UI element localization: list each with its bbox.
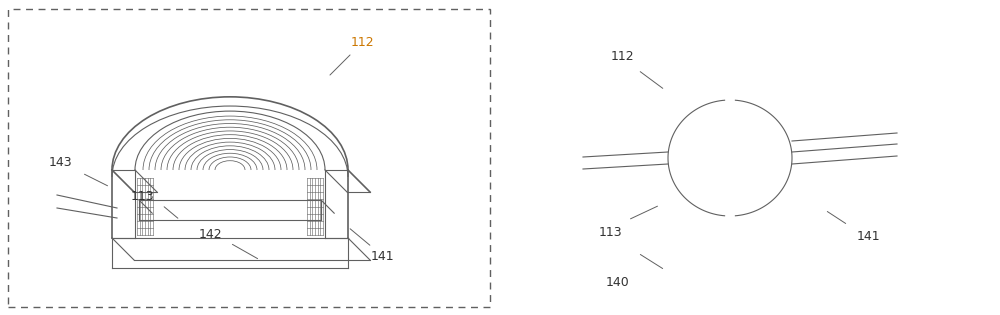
Text: 141: 141 bbox=[856, 231, 880, 243]
Text: 113: 113 bbox=[598, 226, 622, 239]
Text: 143: 143 bbox=[48, 157, 72, 169]
Ellipse shape bbox=[710, 139, 750, 177]
Text: 142: 142 bbox=[198, 228, 222, 242]
Text: 113: 113 bbox=[130, 191, 154, 203]
Text: 140: 140 bbox=[606, 277, 630, 289]
Text: 112: 112 bbox=[610, 50, 634, 64]
Text: 112: 112 bbox=[350, 37, 374, 49]
Text: 141: 141 bbox=[370, 250, 394, 264]
Bar bbox=[8, 9, 490, 307]
